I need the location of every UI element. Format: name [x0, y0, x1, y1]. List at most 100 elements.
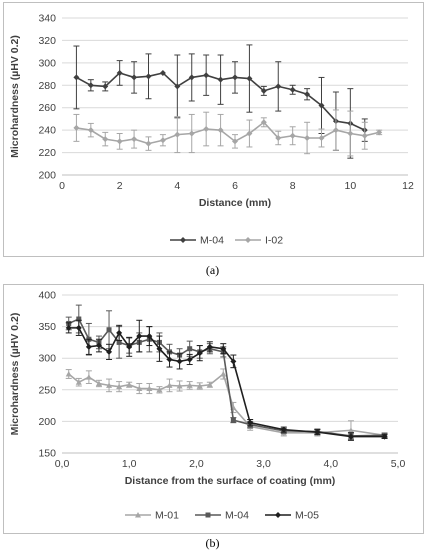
data-point [186, 356, 193, 363]
data-point [136, 385, 143, 392]
data-point [95, 342, 102, 349]
legend-label: I-02 [265, 235, 283, 247]
data-point [247, 419, 254, 426]
x-tick-label: 4,0 [323, 458, 338, 470]
series-line [68, 327, 385, 438]
data-point [196, 350, 203, 357]
data-point [131, 136, 138, 143]
legend-label: M-01 [155, 510, 179, 522]
y-tick-label: 240 [38, 125, 56, 137]
data-point [196, 383, 203, 389]
series-m-04 [73, 44, 368, 159]
data-point [75, 379, 82, 385]
legend-marker [245, 237, 251, 243]
data-point [347, 427, 354, 433]
y-tick-label: 340 [38, 13, 56, 25]
legend-marker [135, 512, 141, 518]
data-point [347, 433, 354, 440]
y-tick-label: 260 [38, 102, 56, 114]
data-point [174, 131, 181, 138]
data-point [131, 74, 138, 81]
data-point [260, 87, 267, 94]
data-point [318, 102, 325, 109]
data-point [275, 83, 282, 90]
data-point [85, 343, 92, 350]
data-point [136, 333, 143, 340]
data-point [95, 380, 102, 386]
legend-item-m-04: M-04 [195, 510, 249, 522]
data-point [347, 130, 354, 137]
data-point [106, 327, 112, 333]
legend-marker [275, 512, 281, 518]
legend-item-i-02: I-02 [235, 235, 283, 247]
legend-marker [180, 237, 186, 243]
data-point [304, 91, 311, 98]
y-tick-label: 350 [38, 321, 56, 333]
legend-item-m-01: M-01 [125, 510, 179, 522]
data-point [87, 82, 94, 89]
chart-b-svg: 150 200 250 300 350 400 0,0 1,0 2,0 3,0 4,0 5,0 Dist… [9, 290, 406, 522]
x-tick-label: 1,0 [122, 458, 137, 470]
data-point [126, 381, 133, 388]
data-point [314, 429, 321, 436]
data-point [145, 73, 152, 80]
x-tick-label: 3,0 [256, 458, 271, 470]
chart-panel-b: 150 200 250 300 350 400 0,0 1,0 2,0 3,0 4,0 5,0 Dist… [3, 284, 424, 534]
data-point [220, 345, 227, 352]
data-point [116, 329, 123, 336]
data-point [188, 74, 195, 81]
chart-a-svg: 200 220 240 260 280 300 320 340 0 2 4 6 8 10 12 Distanc… [9, 13, 414, 247]
data-point [230, 358, 237, 365]
y-axis-title: Microhardness (µHV 0.2) [9, 313, 21, 436]
data-point [156, 386, 163, 393]
data-point [246, 130, 253, 137]
data-point [145, 140, 152, 147]
data-point [159, 69, 166, 76]
x-tick-label: 12 [402, 180, 414, 192]
series-line [68, 317, 385, 437]
x-axis-title: Distance from the surface of coating (mm… [125, 475, 336, 487]
data-point [361, 132, 368, 139]
data-point [217, 76, 224, 83]
y-tick-label: 220 [38, 147, 56, 159]
data-point [289, 86, 296, 93]
data-point [203, 126, 210, 133]
series-line [76, 121, 380, 145]
x-tick-label: 6 [232, 180, 238, 192]
data-point [116, 69, 123, 76]
legend-label: M-05 [295, 510, 319, 522]
y-tick-label: 400 [38, 290, 56, 302]
legend-item-m-05: M-05 [265, 510, 319, 522]
data-point [65, 324, 72, 331]
y-tick-label: 200 [38, 416, 56, 428]
x-tick-label: 5,0 [391, 458, 406, 470]
data-point [176, 383, 183, 389]
data-point [166, 356, 173, 363]
data-point [246, 75, 253, 82]
data-point [116, 339, 122, 345]
chart-b-caption: (b) [205, 536, 220, 550]
data-point [289, 132, 296, 139]
series-i-02 [73, 109, 383, 157]
data-point [232, 138, 238, 145]
x-tick-label: 0,0 [55, 458, 70, 470]
y-tick-label: 300 [38, 353, 56, 365]
series-line [68, 372, 385, 437]
data-point [304, 134, 311, 141]
data-point [260, 119, 267, 126]
y-tick-label: 200 [38, 170, 56, 182]
data-point [275, 134, 282, 141]
legend-item-m-04: M-04 [170, 235, 224, 247]
data-point [116, 138, 123, 145]
data-point [230, 417, 236, 423]
data-point [75, 324, 82, 331]
data-point [85, 374, 92, 380]
x-tick-label: 2,0 [189, 458, 204, 470]
data-point [186, 382, 193, 388]
legend-label: M-04 [225, 510, 249, 522]
data-point [376, 129, 383, 136]
x-tick-label: 8 [290, 180, 296, 192]
data-point [220, 371, 227, 377]
data-point [206, 381, 213, 388]
data-point [76, 316, 82, 322]
